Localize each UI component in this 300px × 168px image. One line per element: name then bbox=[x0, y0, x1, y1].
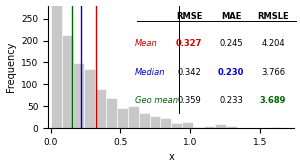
Bar bbox=[193, 127, 204, 128]
Text: RMSLE: RMSLE bbox=[257, 12, 289, 21]
Bar bbox=[215, 124, 226, 128]
Bar bbox=[62, 35, 73, 128]
Bar bbox=[270, 127, 281, 128]
Text: 4.204: 4.204 bbox=[261, 39, 285, 48]
Bar bbox=[95, 89, 106, 128]
Text: 0.245: 0.245 bbox=[219, 39, 243, 48]
Text: Mean: Mean bbox=[135, 39, 158, 48]
Text: 0.342: 0.342 bbox=[177, 68, 201, 77]
Bar bbox=[73, 63, 84, 128]
Text: RMSE: RMSE bbox=[176, 12, 202, 21]
Bar bbox=[139, 113, 149, 128]
Text: 0.230: 0.230 bbox=[218, 68, 244, 77]
Text: 0.327: 0.327 bbox=[176, 39, 202, 48]
Bar bbox=[128, 106, 139, 128]
Bar bbox=[149, 116, 161, 128]
Y-axis label: Frequency: Frequency bbox=[6, 42, 16, 92]
Bar bbox=[160, 118, 171, 128]
Bar bbox=[182, 122, 193, 128]
Bar bbox=[171, 123, 182, 128]
Bar bbox=[51, 0, 62, 128]
Text: Geo mean: Geo mean bbox=[135, 96, 178, 105]
Bar bbox=[117, 108, 128, 128]
Text: 3.689: 3.689 bbox=[260, 96, 286, 105]
Text: 3.766: 3.766 bbox=[261, 68, 285, 77]
X-axis label: x: x bbox=[168, 152, 174, 162]
Bar bbox=[106, 98, 117, 128]
Text: Median: Median bbox=[135, 68, 166, 77]
Bar bbox=[226, 126, 237, 128]
Bar bbox=[84, 70, 95, 128]
Text: 0.359: 0.359 bbox=[177, 96, 201, 105]
Bar bbox=[204, 126, 215, 128]
Text: 0.233: 0.233 bbox=[219, 96, 243, 105]
Text: MAE: MAE bbox=[221, 12, 241, 21]
